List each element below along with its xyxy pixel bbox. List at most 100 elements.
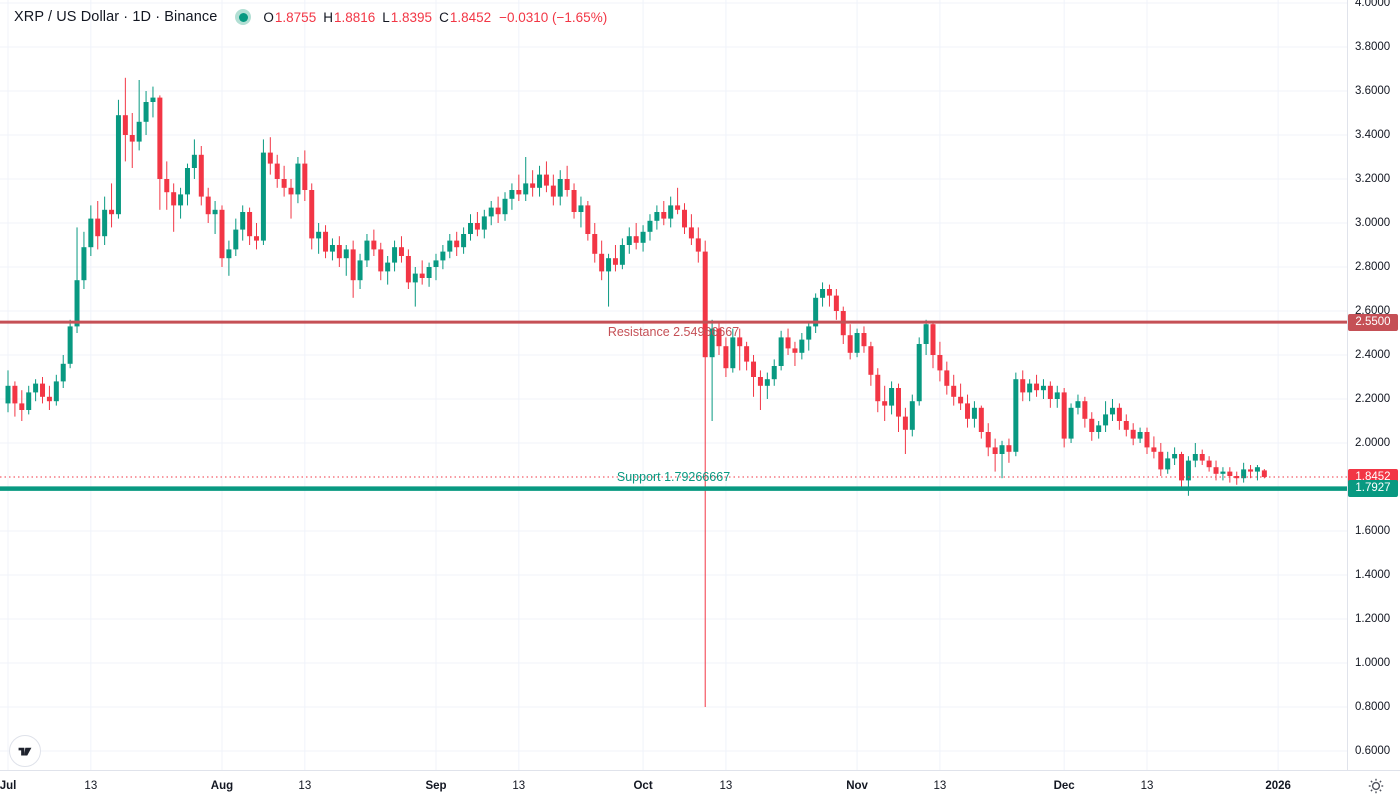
candle[interactable] — [260, 139, 266, 245]
candle[interactable] — [1075, 394, 1081, 415]
candle[interactable] — [826, 284, 832, 307]
candle[interactable] — [481, 209, 487, 239]
candle[interactable] — [433, 253, 439, 281]
candle[interactable] — [1006, 438, 1012, 463]
candle[interactable] — [302, 150, 308, 201]
candle[interactable] — [578, 196, 584, 228]
candle[interactable] — [405, 249, 411, 289]
tradingview-logo[interactable] — [9, 735, 41, 767]
candle[interactable] — [557, 170, 563, 206]
candle[interactable] — [1234, 471, 1240, 485]
candle[interactable] — [171, 183, 177, 232]
candle[interactable] — [488, 201, 494, 226]
candle[interactable] — [716, 322, 722, 355]
candle[interactable] — [378, 242, 384, 281]
price-axis[interactable]: 4.0000 3.8000 3.6000 3.4000 3.2000 3.0000 2.80… — [1347, 0, 1400, 770]
candle[interactable] — [46, 385, 52, 410]
candle[interactable] — [95, 201, 101, 250]
candle[interactable] — [1020, 370, 1026, 402]
candle[interactable] — [895, 383, 901, 432]
candle[interactable] — [585, 201, 591, 241]
candle[interactable] — [419, 260, 425, 285]
candle[interactable] — [461, 227, 467, 254]
candle[interactable] — [751, 355, 757, 397]
candle[interactable] — [909, 394, 915, 437]
candle[interactable] — [785, 328, 791, 355]
candle[interactable] — [599, 240, 605, 281]
candle[interactable] — [40, 377, 46, 404]
candle[interactable] — [543, 161, 549, 193]
candle[interactable] — [81, 231, 87, 289]
candle[interactable] — [60, 355, 66, 388]
candle[interactable] — [1068, 403, 1074, 443]
candle[interactable] — [619, 238, 625, 270]
candle[interactable] — [184, 163, 190, 206]
candle[interactable] — [157, 95, 163, 210]
candle[interactable] — [861, 326, 867, 353]
candle[interactable] — [323, 225, 329, 259]
candle[interactable] — [1082, 396, 1088, 428]
candle[interactable] — [115, 99, 121, 219]
candle[interactable] — [274, 154, 280, 188]
candle[interactable] — [847, 324, 853, 360]
candle[interactable] — [695, 227, 701, 263]
candle[interactable] — [343, 245, 349, 276]
candle[interactable] — [178, 187, 184, 219]
candle[interactable] — [1096, 421, 1102, 439]
candle[interactable] — [764, 372, 770, 399]
candle[interactable] — [654, 205, 660, 230]
candle[interactable] — [281, 165, 287, 197]
candle[interactable] — [1199, 449, 1205, 465]
candle[interactable] — [971, 401, 977, 428]
candle[interactable] — [109, 183, 115, 228]
candle[interactable] — [1151, 436, 1157, 459]
candle[interactable] — [371, 229, 377, 256]
candle[interactable] — [889, 381, 895, 415]
candle[interactable] — [723, 337, 729, 377]
candle[interactable] — [647, 214, 653, 241]
candle[interactable] — [640, 225, 646, 252]
candle[interactable] — [771, 359, 777, 386]
candle[interactable] — [233, 218, 239, 256]
candle[interactable] — [19, 390, 25, 421]
candle[interactable] — [1165, 451, 1171, 474]
symbol-title[interactable]: XRP / US Dollar · 1D · Binance — [14, 9, 218, 25]
chart-canvas[interactable] — [0, 0, 1347, 770]
candle[interactable] — [937, 341, 943, 382]
candle[interactable] — [875, 368, 881, 413]
candle[interactable] — [1089, 412, 1095, 441]
candle[interactable] — [1040, 379, 1046, 399]
candle[interactable] — [191, 139, 197, 179]
candle[interactable] — [53, 374, 59, 406]
candle[interactable] — [329, 238, 335, 261]
candle[interactable] — [509, 183, 515, 210]
candle[interactable] — [951, 374, 957, 406]
candle[interactable] — [854, 328, 860, 358]
candle[interactable] — [985, 423, 991, 457]
candle[interactable] — [468, 214, 474, 241]
candle[interactable] — [440, 245, 446, 270]
candle[interactable] — [267, 137, 273, 175]
candle[interactable] — [392, 240, 398, 272]
candle[interactable] — [965, 394, 971, 428]
candle[interactable] — [412, 267, 418, 307]
candle[interactable] — [240, 205, 246, 241]
candle[interactable] — [702, 240, 708, 707]
candle[interactable] — [820, 282, 826, 307]
candle[interactable] — [1027, 379, 1033, 402]
candle[interactable] — [1130, 423, 1136, 446]
candle[interactable] — [916, 337, 922, 406]
candle[interactable] — [336, 236, 342, 267]
candle[interactable] — [1241, 462, 1247, 483]
candle[interactable] — [792, 341, 798, 366]
candle[interactable] — [385, 256, 391, 285]
candle[interactable] — [219, 205, 225, 267]
candle[interactable] — [612, 245, 618, 272]
candle[interactable] — [1061, 388, 1067, 448]
candle[interactable] — [357, 253, 363, 289]
candle[interactable] — [495, 196, 501, 223]
candle[interactable] — [902, 407, 908, 454]
candle[interactable] — [205, 187, 211, 223]
candle[interactable] — [143, 91, 149, 135]
candle[interactable] — [1103, 401, 1109, 432]
